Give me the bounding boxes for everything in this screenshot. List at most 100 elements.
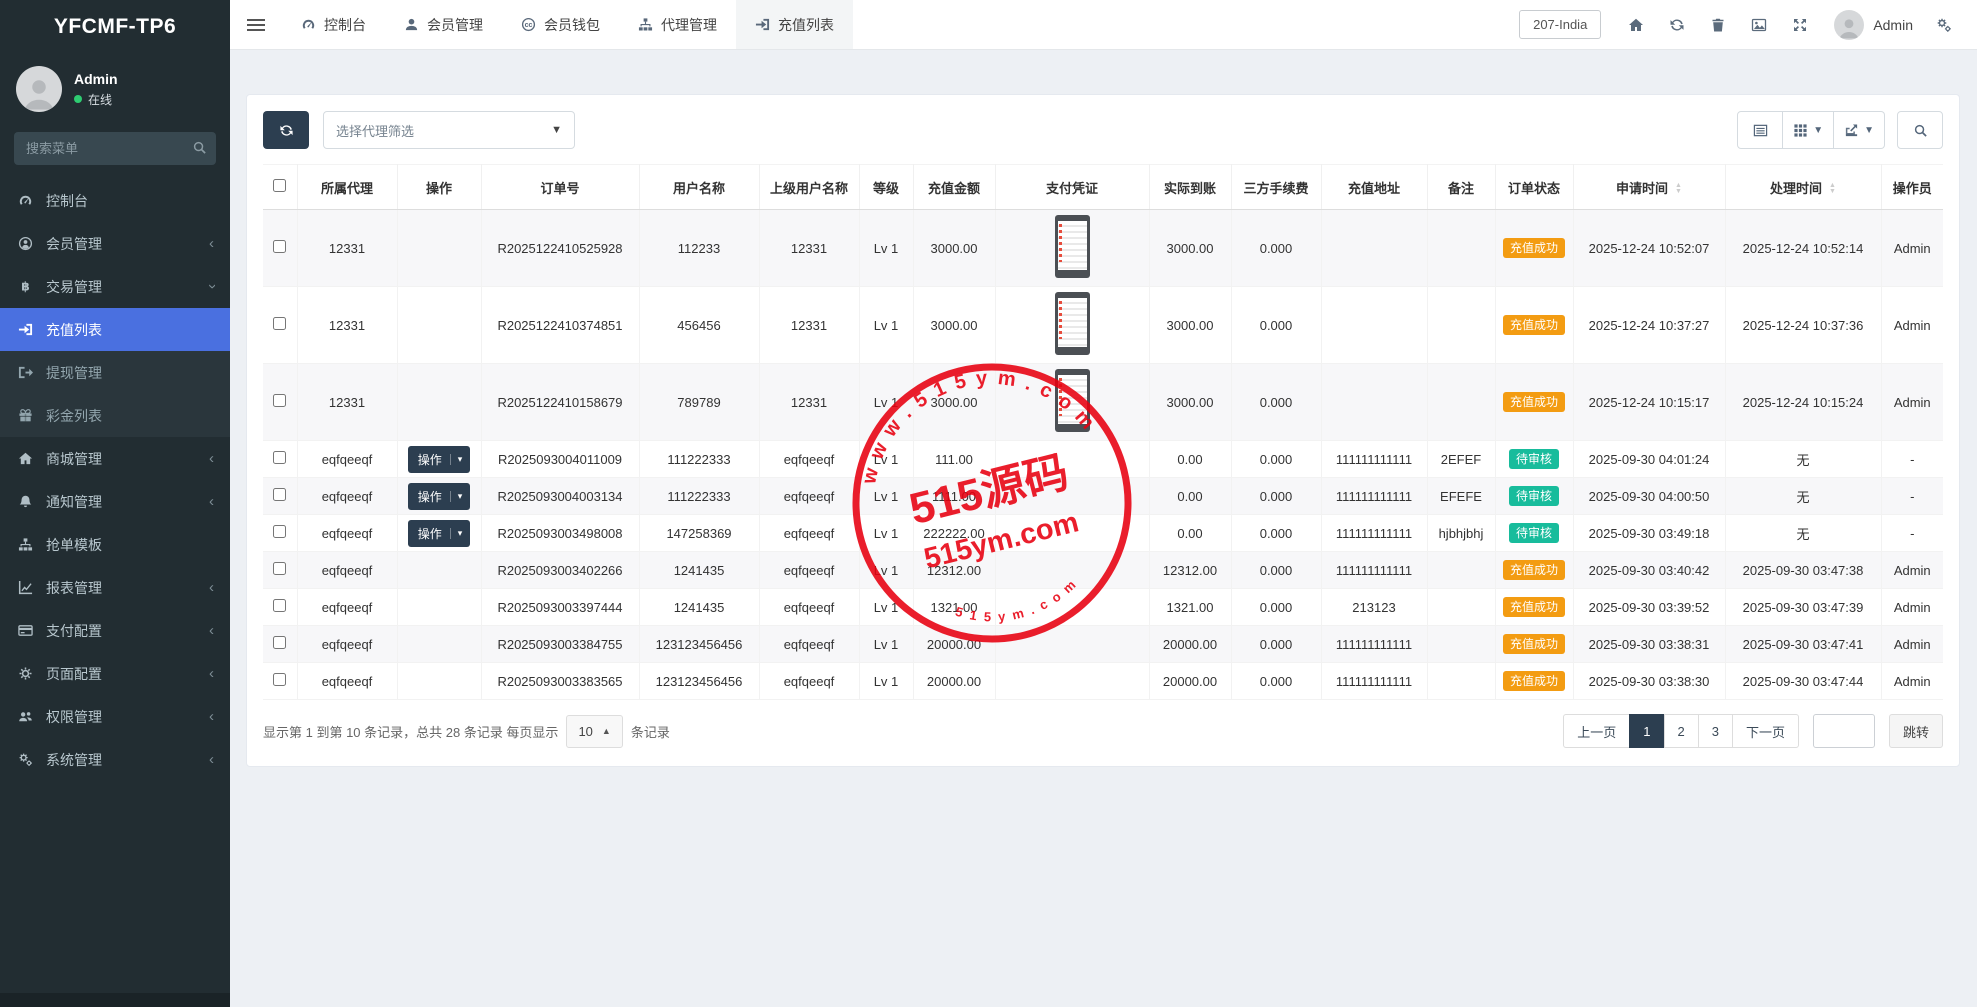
- menu-search-input[interactable]: [14, 132, 216, 165]
- cogs-icon: [16, 752, 34, 767]
- cell-status: 充值成功: [1494, 662, 1574, 700]
- column-label: 操作: [425, 180, 452, 196]
- topnav-item-user[interactable]: 会员管理: [385, 0, 502, 49]
- sign-in-icon: [16, 322, 34, 337]
- trash-icon[interactable]: [1697, 17, 1738, 33]
- sidebar-item-users[interactable]: 权限管理 ‹: [0, 695, 230, 738]
- sidebar-item-tachometer[interactable]: 控制台: [0, 179, 230, 222]
- sidebar-item-home[interactable]: 商城管理 ‹: [0, 437, 230, 480]
- home-icon[interactable]: [1615, 17, 1656, 33]
- cell-action: [396, 625, 482, 663]
- row-checkbox[interactable]: [273, 636, 287, 649]
- cell-fee: 0.000: [1230, 209, 1322, 287]
- refresh-icon[interactable]: [1656, 17, 1697, 33]
- row-action-button[interactable]: 操作 ▾: [407, 519, 471, 547]
- cell-username: 111222333: [638, 440, 760, 478]
- cell-action: 操作 ▾: [396, 440, 482, 478]
- fullscreen-icon[interactable]: [1779, 17, 1820, 33]
- cogs-icon[interactable]: [1923, 17, 1964, 33]
- column-label: 用户名称: [672, 180, 725, 196]
- page-size-select[interactable]: 10 ▲: [566, 714, 623, 748]
- sidebar-item-gear[interactable]: 页面配置 ‹: [0, 652, 230, 695]
- sidebar-item-sign-in[interactable]: 充值列表: [0, 308, 230, 351]
- sidebar-item-bell[interactable]: 通知管理 ‹: [0, 480, 230, 523]
- select-all-checkbox[interactable]: [273, 179, 287, 192]
- cell-operator: Admin: [1880, 363, 1943, 441]
- row-checkbox[interactable]: [273, 317, 287, 330]
- row-checkbox[interactable]: [273, 451, 287, 464]
- row-checkbox[interactable]: [273, 599, 287, 612]
- row-checkbox[interactable]: [273, 525, 287, 538]
- cell-process-time: 2025-09-30 03:47:44: [1724, 662, 1882, 700]
- sidebar-item-bitcoin[interactable]: ฿ 交易管理 ‹: [0, 265, 230, 308]
- cell-action: [396, 363, 482, 441]
- cell-order-no: R2025093003498008: [480, 514, 640, 552]
- sidebar-item-user-circle[interactable]: 会员管理 ‹: [0, 222, 230, 265]
- status-badge: 待审核: [1508, 485, 1559, 507]
- cell-action: [396, 551, 482, 589]
- chevron-down-icon: ‹: [203, 284, 220, 289]
- sidebar-item-chart[interactable]: 报表管理 ‹: [0, 566, 230, 609]
- column-header-username: 用户名称: [638, 164, 760, 210]
- cell-operator: Admin: [1880, 625, 1943, 663]
- sidebar-item-sign-out[interactable]: 提现管理: [0, 351, 230, 394]
- cell-voucher: [994, 662, 1150, 700]
- cell-order-no: R2025122410525928: [480, 209, 640, 287]
- row-checkbox[interactable]: [273, 673, 287, 686]
- sidebar-item-credit-card[interactable]: 支付配置 ‹: [0, 609, 230, 652]
- agent-filter-select[interactable]: 选择代理筛选 ▼: [323, 111, 575, 149]
- cell-parent-username: eqfqeeqf: [758, 588, 860, 626]
- payment-voucher-thumbnail[interactable]: [1054, 369, 1090, 432]
- refresh-button[interactable]: [263, 111, 309, 149]
- pagination-next[interactable]: 下一页: [1731, 714, 1799, 748]
- sidebar-item-cogs[interactable]: 系统管理 ‹: [0, 738, 230, 781]
- row-checkbox[interactable]: [273, 240, 287, 253]
- column-header-process-time[interactable]: 处理时间 ▲ ▼: [1724, 164, 1882, 210]
- sidebar-item-label: 通知管理: [46, 493, 102, 510]
- sidebar-item-gift[interactable]: 彩金列表: [0, 394, 230, 437]
- sort-icon: ▲ ▼: [1829, 182, 1836, 196]
- cell-parent-username: eqfqeeqf: [758, 440, 860, 478]
- column-header-apply-time[interactable]: 申请时间 ▲ ▼: [1572, 164, 1726, 210]
- search-button[interactable]: [1897, 111, 1943, 149]
- cell-amount: 12312.00: [912, 551, 996, 589]
- column-label: 订单状态: [1507, 180, 1560, 196]
- sidebar-item-sitemap[interactable]: 抢单模板: [0, 523, 230, 566]
- menu-toggle-icon[interactable]: [230, 0, 282, 49]
- columns-button[interactable]: ▼: [1783, 111, 1835, 149]
- detail-view-button[interactable]: [1737, 111, 1784, 149]
- topnav-item-label: 会员钱包: [544, 16, 600, 33]
- region-button[interactable]: 207-India: [1519, 10, 1602, 39]
- jump-button[interactable]: 跳转: [1888, 714, 1943, 748]
- caret-down-icon: ▼: [1864, 124, 1874, 136]
- row-checkbox[interactable]: [273, 488, 287, 501]
- pagination-page-1[interactable]: 1: [1629, 714, 1665, 748]
- cell-apply-time: 2025-12-24 10:52:07: [1572, 209, 1726, 287]
- payment-voucher-thumbnail[interactable]: [1054, 215, 1090, 278]
- topnav-item-sign-in[interactable]: 充值列表: [736, 0, 853, 49]
- admin-label: Admin: [1873, 16, 1913, 33]
- cell-level: Lv 1: [858, 625, 914, 663]
- column-label: 所属代理: [320, 180, 373, 196]
- admin-menu[interactable]: Admin: [1834, 9, 1913, 40]
- image-icon[interactable]: [1738, 17, 1779, 33]
- topnav-item-sitemap[interactable]: 代理管理: [619, 0, 736, 49]
- payment-voucher-thumbnail[interactable]: [1054, 292, 1090, 355]
- row-checkbox[interactable]: [273, 562, 287, 575]
- cell-action: [396, 286, 482, 364]
- pagination-prev[interactable]: 上一页: [1563, 714, 1631, 748]
- row-action-button[interactable]: 操作 ▾: [407, 482, 471, 510]
- pagination-page-3[interactable]: 3: [1697, 714, 1733, 748]
- cell-status: 充值成功: [1494, 588, 1574, 626]
- column-label: 上级用户名称: [769, 180, 848, 196]
- row-action-button[interactable]: 操作 ▾: [407, 445, 471, 473]
- jump-page-input[interactable]: [1812, 714, 1875, 748]
- topnav-item-tachometer[interactable]: 控制台: [282, 0, 385, 49]
- cell-fee: 0.000: [1230, 477, 1322, 515]
- export-button[interactable]: ▼: [1834, 111, 1885, 149]
- pagination-page-2[interactable]: 2: [1663, 714, 1699, 748]
- topnav-item-wallet[interactable]: cc 会员钱包: [502, 0, 619, 49]
- cell-apply-time: 2025-09-30 03:38:31: [1572, 625, 1726, 663]
- row-checkbox[interactable]: [273, 394, 287, 407]
